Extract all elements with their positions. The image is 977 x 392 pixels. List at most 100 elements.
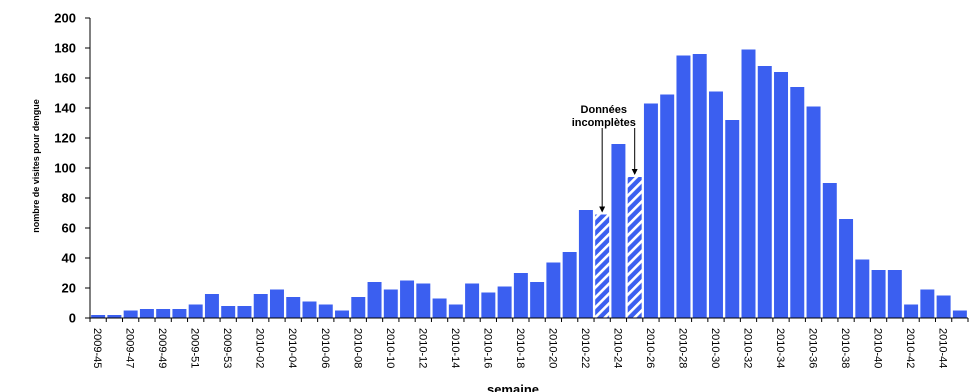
bar-incomplete-2010-25: [627, 177, 642, 318]
x-tick-label: 2010-10: [384, 328, 396, 368]
bar-2010-14: [448, 304, 463, 318]
bar-2010-13: [432, 298, 447, 318]
bar-2010-35: [790, 87, 805, 318]
y-tick-labels: 0 20 40 60 80 100 120 140 160 180 200: [54, 11, 76, 326]
bars-group: [91, 49, 967, 318]
y-tick-label: 100: [54, 161, 76, 176]
x-tick-label: 2010-26: [644, 328, 656, 368]
x-tick-label: 2010-14: [449, 328, 461, 368]
bar-2010-08: [351, 297, 366, 318]
bar-2010-10: [383, 289, 398, 318]
bar-2009-46: [107, 315, 122, 318]
bar-2010-05: [302, 301, 317, 318]
bar-2009-52: [204, 294, 219, 318]
bar-2009-49: [156, 309, 171, 318]
bar-2009-50: [172, 309, 187, 318]
bar-2010-33: [757, 66, 772, 318]
bar-2010-42: [904, 304, 919, 318]
y-tick-label: 160: [54, 71, 76, 86]
x-tick-label: 2010-32: [742, 328, 754, 368]
bar-2010-30: [708, 91, 723, 318]
bar-2010-03: [269, 289, 284, 318]
annotation-label: incomplètes: [572, 117, 636, 129]
y-tick-label: 0: [69, 311, 76, 326]
bar-2010-19: [530, 282, 545, 318]
bar-2010-12: [416, 283, 431, 318]
bar-2010-29: [692, 54, 707, 318]
x-tick-label: 2010-16: [481, 328, 493, 368]
bar-2010-07: [335, 310, 350, 318]
y-tick-label: 80: [62, 191, 76, 206]
x-tick-label: 2010-30: [709, 328, 721, 368]
bar-2009-53: [221, 306, 236, 318]
x-tick-label: 2010-28: [676, 328, 688, 368]
bar-2010-40: [871, 270, 886, 318]
bar-incomplete-2010-23: [595, 214, 610, 318]
x-tick-label: 2010-20: [546, 328, 558, 368]
y-tick-label: 60: [62, 221, 76, 236]
x-tick-label: 2010-42: [904, 328, 916, 368]
x-tick-label: 2009-47: [124, 328, 136, 368]
bar-2010-32: [741, 49, 756, 318]
y-tick-label: 20: [62, 281, 76, 296]
bar-2010-15: [465, 283, 480, 318]
bar-2010-41: [887, 270, 902, 318]
bar-2010-45: [952, 310, 967, 318]
bar-2010-02: [253, 294, 268, 318]
bar-2010-27: [660, 94, 675, 318]
bar-2010-01: [237, 306, 252, 318]
bar-2010-44: [936, 295, 951, 318]
x-tick-label: 2010-34: [774, 328, 786, 368]
x-tick-label: 2010-38: [839, 328, 851, 368]
bar-2009-47: [123, 310, 138, 318]
x-tick-label: 2009-53: [221, 328, 233, 368]
bar-2010-31: [725, 120, 740, 318]
x-tick-label: 2010-44: [937, 328, 949, 368]
bar-2010-34: [774, 72, 789, 318]
x-tick-label: 2010-36: [807, 328, 819, 368]
bar-2010-04: [286, 297, 301, 318]
bar-2010-28: [676, 55, 691, 318]
bar-2010-16: [481, 292, 496, 318]
y-tick-label: 180: [54, 41, 76, 56]
x-tick-label: 2010-24: [611, 328, 623, 368]
bar-2010-17: [497, 286, 512, 318]
annotation-label: Données: [581, 104, 627, 116]
bar-2010-21: [562, 252, 577, 318]
bar-2009-45: [91, 315, 106, 318]
x-tick-label: 2009-49: [156, 328, 168, 368]
x-axis-title: semaine: [487, 382, 539, 392]
x-tick-label: 2010-08: [351, 328, 363, 368]
bar-2010-38: [839, 219, 854, 318]
y-tick-label: 200: [54, 11, 76, 26]
x-tick-label: 2010-18: [514, 328, 526, 368]
bar-2010-24: [611, 144, 626, 318]
x-tick-label: 2009-45: [91, 328, 103, 368]
bar-2010-43: [920, 289, 935, 318]
bar-2010-20: [546, 262, 561, 318]
bar-2009-48: [139, 309, 154, 318]
bar-2010-39: [855, 259, 870, 318]
y-tick-label: 140: [54, 101, 76, 116]
x-tick-label: 2010-04: [286, 328, 298, 368]
x-tick-label: 2010-40: [872, 328, 884, 368]
bar-2009-51: [188, 304, 203, 318]
y-axis-title: nombre de visites pour dengue: [31, 99, 41, 233]
x-tick-label: 2010-02: [254, 328, 266, 368]
y-tick-label: 120: [54, 131, 76, 146]
x-tick-label: 2010-12: [416, 328, 428, 368]
x-tick-label: 2010-22: [579, 328, 591, 368]
bar-2010-06: [318, 304, 333, 318]
bar-2010-37: [822, 183, 837, 318]
x-tick-label: 2009-51: [189, 328, 201, 368]
bar-2010-36: [806, 106, 821, 318]
x-tick-label: 2010-06: [319, 328, 331, 368]
x-tick-labels: 2009-45 2009-47 2009-49 2009-51 2009-53 2010-…: [91, 328, 948, 368]
bar-2010-26: [643, 103, 658, 318]
y-tick-label: 40: [62, 251, 76, 266]
bar-2010-11: [400, 280, 415, 318]
axes-group: [85, 17, 969, 322]
bar-2010-22: [578, 210, 593, 318]
